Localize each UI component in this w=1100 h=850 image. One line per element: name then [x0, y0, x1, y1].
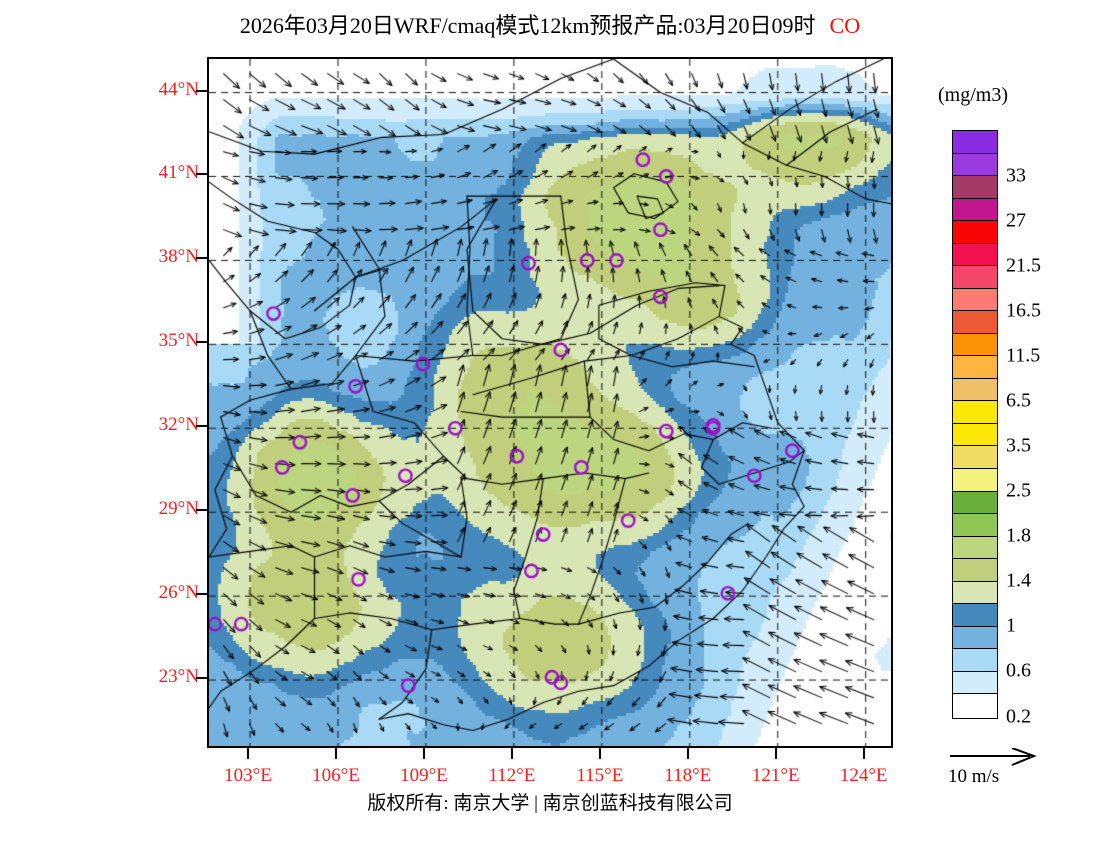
colorbar-tick-label: 27 [1006, 209, 1026, 232]
latitude-tick-label: 29°N [158, 498, 199, 520]
wind-arrow-icon [950, 748, 1037, 766]
longitude-tick-label: 118°E [664, 765, 712, 786]
colorbar-tick-label: 1.8 [1006, 524, 1031, 547]
latitude-tick-label: 26°N [158, 582, 199, 604]
title-species-label: CO [829, 13, 861, 38]
colorbar-band [953, 221, 997, 244]
colorbar-band [953, 671, 997, 695]
colorbar-band [953, 266, 997, 289]
colorbar-band [953, 514, 997, 537]
colorbar-tick-label: 1.4 [1006, 569, 1031, 592]
colorbar-band [953, 468, 997, 492]
latitude-tick-mark [196, 257, 207, 260]
colorbar-band [953, 649, 997, 672]
colorbar-band [953, 311, 997, 334]
colorbar-band [953, 581, 997, 605]
longitude-tick-mark [774, 748, 777, 759]
colorbar-tick-label: 16.5 [1006, 299, 1041, 322]
map-contour-canvas [209, 59, 891, 746]
colorbar-tick-label: 2.5 [1006, 479, 1031, 502]
wind-scale-legend: 10 m/s [948, 748, 1088, 794]
wind-scale-label: 10 m/s [948, 766, 1000, 787]
latitude-tick-mark [196, 425, 207, 428]
colorbar-band [953, 131, 997, 154]
longitude-tick-mark [510, 748, 513, 759]
colorbar-band [953, 446, 997, 469]
colorbar-band [953, 423, 997, 447]
colorbar-band [953, 176, 997, 199]
longitude-tick-label: 121°E [751, 765, 800, 786]
longitude-tick-label: 106°E [312, 765, 360, 786]
latitude-tick-mark [196, 509, 207, 512]
colorbar-band [953, 198, 997, 222]
latitude-tick-mark [196, 677, 207, 680]
longitude-tick-label: 112°E [488, 765, 536, 786]
colorbar-band [953, 378, 997, 402]
longitude-tick-mark [422, 748, 425, 759]
colorbar-band [953, 401, 997, 424]
copyright-footer: 版权所有: 南京大学 | 南京创蓝科技有限公司 [367, 793, 733, 814]
latitude-tick-mark [196, 173, 207, 176]
page-title: 2026年03月20日WRF/cmaq模式12km预报产品:03月20日09时 C… [0, 8, 1100, 40]
longitude-tick-label: 103°E [224, 765, 272, 786]
colorbar-tick-label: 21.5 [1006, 254, 1041, 277]
colorbar-tick-label: 11.5 [1006, 344, 1041, 367]
colorbar-band [953, 604, 997, 627]
colorbar-tick-label: 1 [1006, 614, 1016, 637]
colorbar-band [953, 694, 997, 717]
longitude-tick-mark [334, 748, 337, 759]
colorbar-tick-label: 0.6 [1006, 659, 1031, 682]
colorbar-band [953, 491, 997, 515]
colorbar-band [953, 153, 997, 177]
colorbar[interactable] [952, 130, 998, 719]
colorbar-tick-label: 33 [1006, 164, 1026, 187]
colorbar-tick-label: 3.5 [1006, 434, 1031, 457]
latitude-tick-label: 35°N [158, 330, 199, 352]
colorbar-band [953, 626, 997, 650]
longitude-tick-label: 115°E [576, 765, 624, 786]
latitude-tick-label: 32°N [158, 414, 199, 436]
map-plot-area[interactable] [207, 57, 893, 748]
latitude-tick-mark [196, 89, 207, 92]
longitude-tick-mark [862, 748, 865, 759]
colorbar-tick-label: 0.2 [1006, 705, 1031, 727]
latitude-tick-mark [196, 341, 207, 344]
latitude-tick-label: 38°N [158, 246, 199, 268]
latitude-tick-label: 44°N [158, 78, 199, 100]
longitude-tick-label: 124°E [839, 765, 888, 786]
colorbar-tick-label: 6.5 [1006, 389, 1031, 412]
colorbar-band [953, 356, 997, 379]
latitude-tick-mark [196, 593, 207, 596]
latitude-tick-label: 23°N [158, 666, 199, 688]
longitude-tick-label: 109°E [400, 765, 448, 786]
colorbar-unit-label: (mg/m3) [938, 84, 1008, 106]
colorbar-band [953, 288, 997, 312]
colorbar-band [953, 536, 997, 560]
colorbar-band [953, 333, 997, 357]
latitude-tick-label: 41°N [158, 162, 199, 184]
colorbar-band [953, 243, 997, 267]
longitude-tick-mark [247, 748, 250, 759]
title-main-text: 2026年03月20日WRF/cmaq模式12km预报产品:03月20日09时 [239, 13, 816, 38]
longitude-tick-mark [598, 748, 601, 759]
colorbar-band [953, 559, 997, 582]
longitude-tick-mark [686, 748, 689, 759]
